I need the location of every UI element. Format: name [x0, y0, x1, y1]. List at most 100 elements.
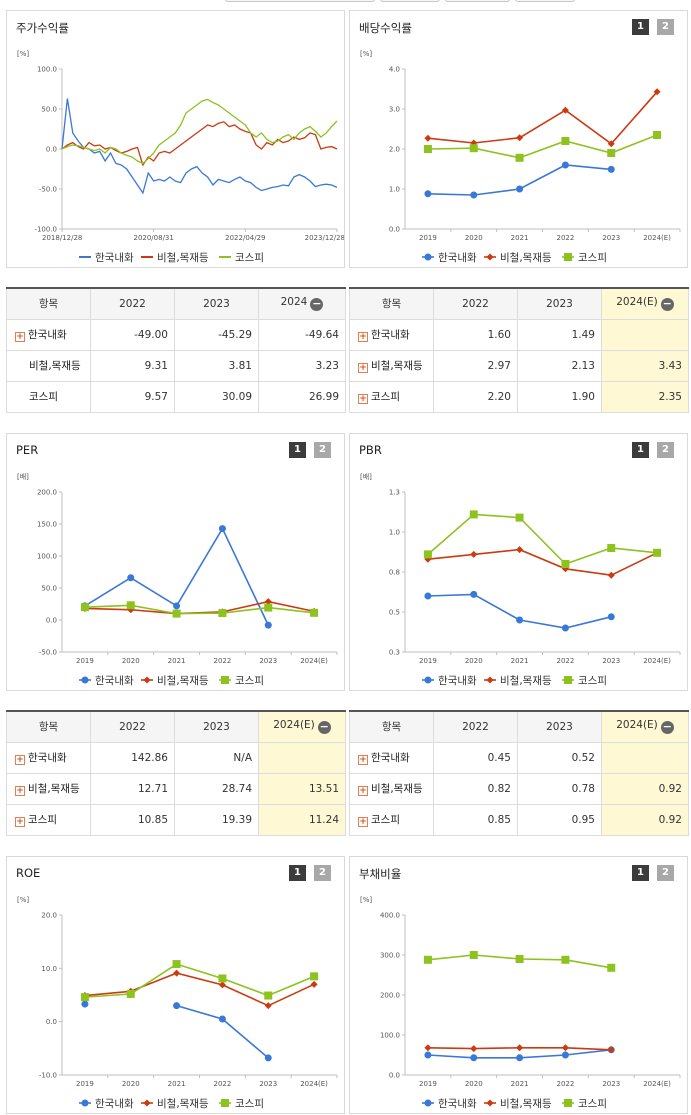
table-row: + 비철,목재등 12.71 28.74 13.51 [6, 772, 346, 805]
page-1-button[interactable]: 1 [632, 442, 649, 458]
toolbar-button[interactable] [515, 0, 575, 2]
row-label[interactable]: + 비철,목재등 [6, 772, 91, 805]
x-tick-label: 2022 [214, 1080, 232, 1088]
y-tick-label: 0.0 [46, 617, 57, 625]
table-header-item: 항목 [349, 710, 434, 743]
row-label[interactable]: + 코스피 [6, 803, 91, 836]
table-cell-value: 1.60 [433, 318, 518, 351]
page-2-button[interactable]: 2 [657, 442, 674, 458]
page-2-button[interactable]: 2 [314, 865, 331, 881]
series-line-kospi [427, 513, 658, 565]
row-label[interactable]: + 한국내화 [6, 741, 91, 774]
data-point-bicheol [173, 969, 181, 977]
expand-row-icon[interactable]: + [358, 817, 368, 827]
y-tick-label: 0.0 [46, 1018, 57, 1026]
row-label[interactable]: + 한국내화 [349, 318, 434, 351]
legend-label: 코스피 [235, 1098, 264, 1110]
collapse-column-icon[interactable]: − [317, 720, 331, 735]
y-tick-label: 100.0 [37, 553, 57, 561]
x-tick-label: 2021 [511, 657, 529, 665]
data-point-bicheol [264, 598, 272, 606]
y-tick-label: 0.0 [389, 1072, 400, 1080]
legend-swatch-marker [221, 676, 229, 684]
expand-row-icon[interactable]: + [15, 817, 25, 827]
table-cell-value: 12.71 [90, 772, 175, 805]
row-label: 코스피 [6, 380, 91, 413]
table-cell-value: N/A [174, 741, 259, 774]
page-1-button[interactable]: 1 [289, 442, 306, 458]
expand-row-icon[interactable]: + [358, 786, 368, 796]
table-cell-value: 26.99 [258, 380, 346, 413]
table-cell-value: 10.85 [90, 803, 175, 836]
page-2-button[interactable]: 2 [314, 442, 331, 458]
table-cell-value: 9.31 [90, 349, 175, 382]
table-cell-value: 0.78 [517, 772, 602, 805]
data-point-hanguk [516, 185, 524, 193]
collapse-column-icon[interactable]: − [310, 297, 324, 312]
expand-row-icon[interactable]: + [358, 363, 368, 373]
page-1-button[interactable]: 1 [289, 865, 306, 881]
data-point-hanguk [516, 1054, 524, 1062]
page-2-button[interactable]: 2 [657, 19, 674, 35]
data-point-kospi [218, 609, 227, 618]
legend-label: 한국내화 [438, 1098, 477, 1110]
series-line-hanguk [176, 1004, 269, 1059]
table-header-year: 2023 [517, 710, 602, 743]
row-label[interactable]: + 코스피 [349, 803, 434, 836]
legend-swatch-marker [564, 676, 572, 684]
expand-row-icon[interactable]: + [358, 755, 368, 765]
row-label-text: 코스피 [371, 814, 400, 826]
table-cell-value: 28.74 [174, 772, 259, 805]
data-point-bicheol [424, 1044, 432, 1052]
data-point-hanguk [607, 165, 615, 173]
data-point-hanguk [424, 592, 432, 600]
toolbar-button[interactable] [225, 0, 375, 2]
data-point-kospi [515, 513, 524, 522]
legend-label: 비철,목재등 [500, 252, 552, 264]
page-1-button[interactable]: 1 [632, 865, 649, 881]
data-point-kospi [310, 972, 319, 981]
table-header-item: 항목 [349, 287, 434, 320]
roe-chart-panel: ROE 1 2 [%] 20.0 10.0 0.0 -10.0 2019 2020 2021 2… [6, 856, 345, 1114]
data-point-bicheol [470, 550, 478, 558]
collapse-column-icon[interactable]: − [660, 297, 674, 312]
chart-title: 배당수익률 [359, 21, 412, 35]
debt-ratio-chart-panel: 부채비율 1 2 [%] 400.0 300.0 200.0 100.0 0.0 2019 2… [349, 856, 688, 1114]
row-label[interactable]: + 코스피 [349, 380, 434, 413]
data-point-kospi [561, 560, 570, 568]
table-cell-value: -49.00 [90, 318, 175, 351]
data-point-bicheol [561, 106, 569, 114]
expand-row-icon[interactable]: + [358, 332, 368, 342]
table-row: + 코스피 10.85 19.39 11.24 [6, 803, 346, 836]
row-label: 비철,목재등 [6, 349, 91, 382]
expand-row-icon[interactable]: + [15, 332, 25, 342]
y-tick-label: 400.0 [380, 912, 400, 920]
collapse-column-icon[interactable]: − [660, 720, 674, 735]
table-cell-value: 0.45 [433, 741, 518, 774]
row-label[interactable]: + 비철,목재등 [349, 349, 434, 382]
row-label[interactable]: + 한국내화 [349, 741, 434, 774]
toolbar-button[interactable] [380, 0, 440, 2]
expand-row-icon[interactable]: + [15, 755, 25, 765]
page-2-button[interactable]: 2 [657, 865, 674, 881]
legend-swatch-marker [486, 1099, 494, 1107]
toolbar-button[interactable] [445, 0, 510, 2]
row-label[interactable]: + 한국내화 [6, 318, 91, 351]
page-1-button[interactable]: 1 [632, 19, 649, 35]
data-point-kospi [80, 603, 89, 612]
table-cell-value: 1.90 [517, 380, 602, 413]
row-label[interactable]: + 비철,목재등 [349, 772, 434, 805]
x-tick-label: 2021 [511, 234, 529, 242]
data-point-hanguk [218, 1015, 226, 1023]
data-point-hanguk [127, 574, 135, 582]
chart-title: ROE [16, 866, 41, 880]
table-cell-value: 0.92 [601, 772, 689, 805]
table-header-year: 2024(E) − [601, 710, 689, 743]
x-tick-label: 2020/08/31 [133, 234, 173, 242]
expand-row-icon[interactable]: + [15, 786, 25, 796]
expand-row-icon[interactable]: + [358, 394, 368, 404]
x-tick-label: 2024(E) [300, 657, 328, 665]
x-tick-label: 2024(E) [300, 1080, 328, 1088]
table-header-year: 2022 [433, 287, 518, 320]
chart-title: PER [16, 443, 39, 457]
